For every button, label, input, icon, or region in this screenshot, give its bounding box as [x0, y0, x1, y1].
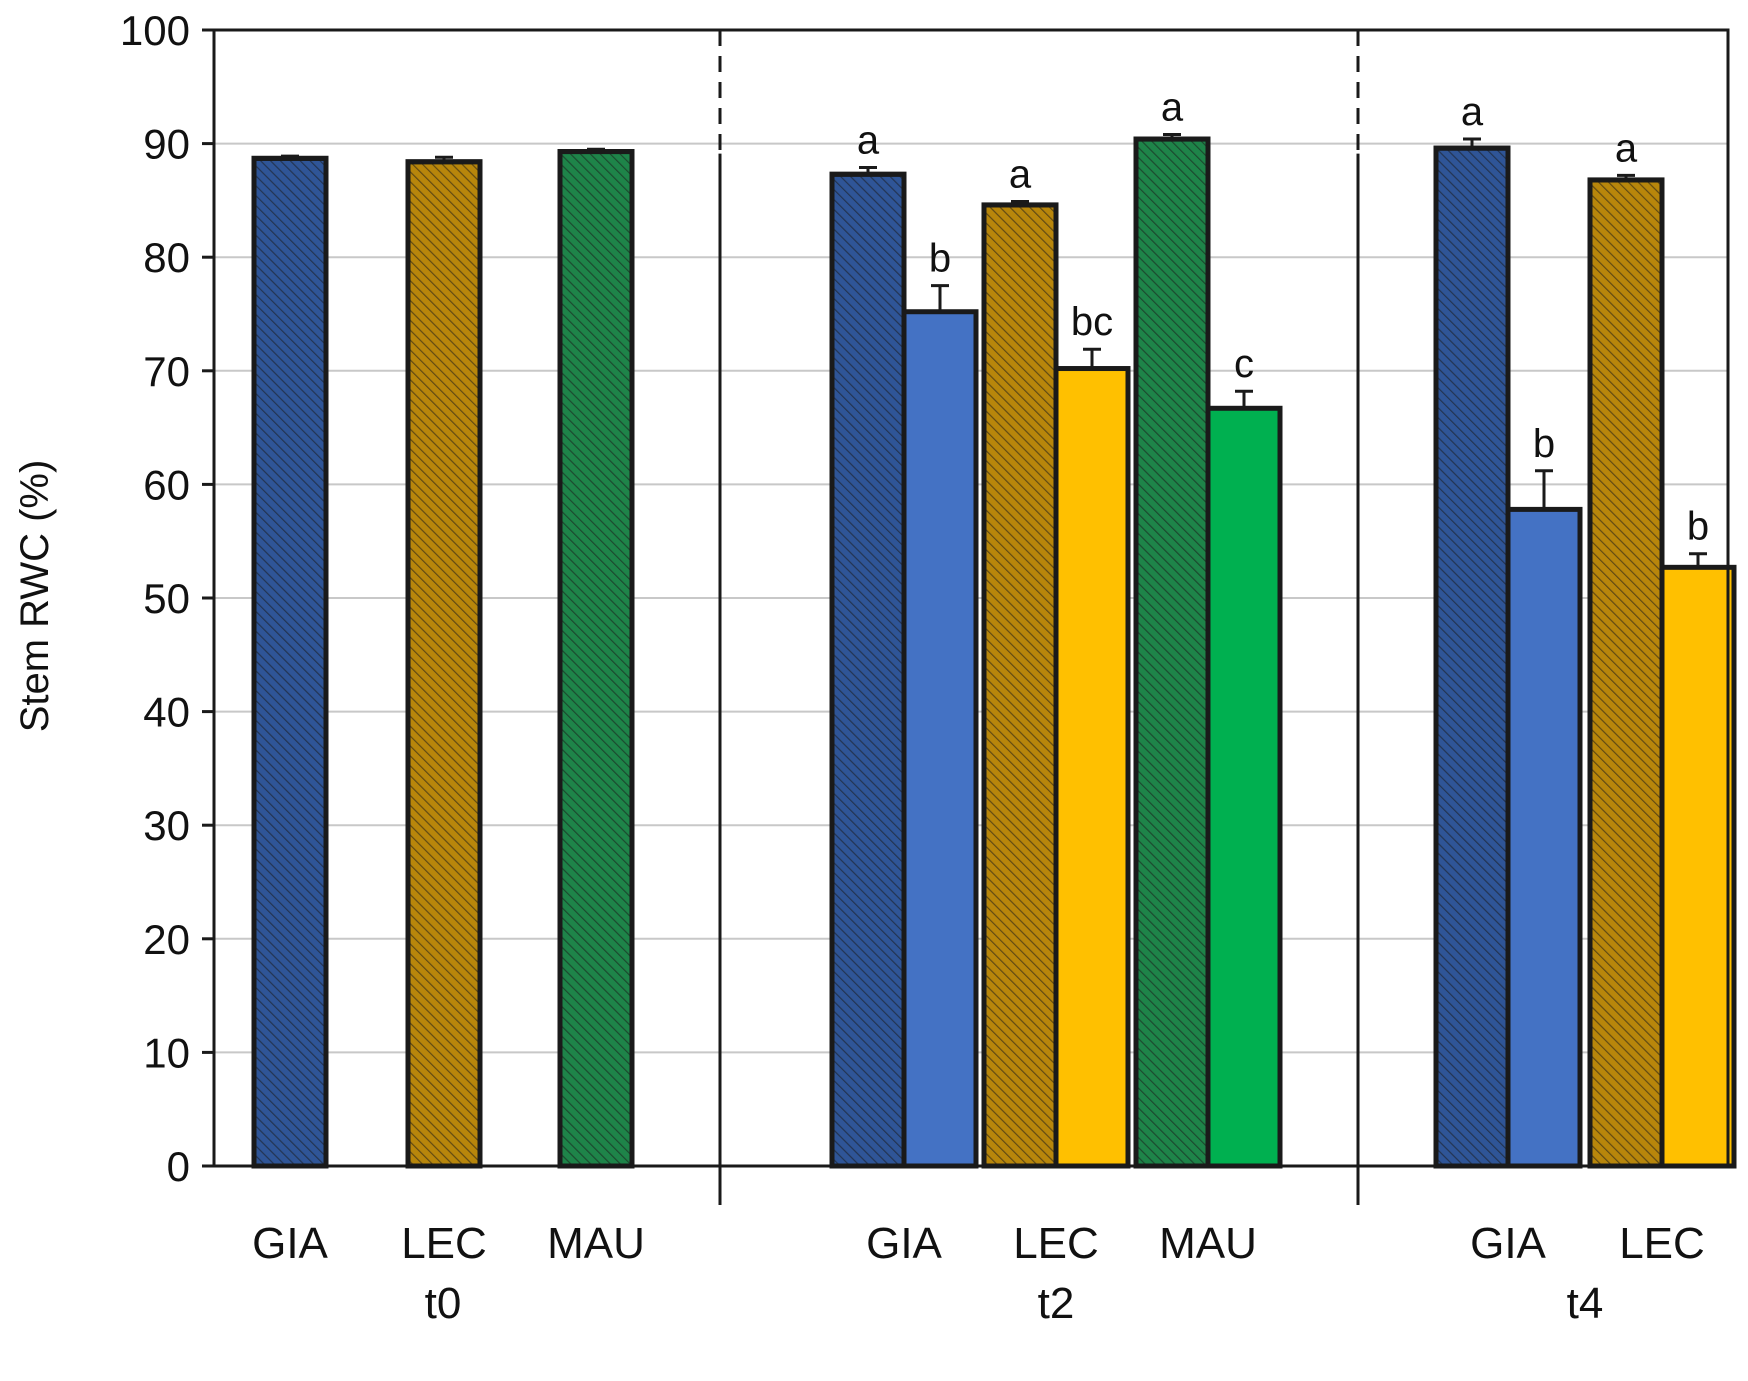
bar-t0-LEC-control-hatch: [405, 159, 483, 1169]
y-tick-label: 60: [143, 461, 190, 508]
cultivar-label-t0-GIA: GIA: [252, 1219, 328, 1268]
group-label-t0: t0: [425, 1279, 462, 1328]
plot-frame: [212, 28, 1730, 1168]
y-tick-label: 40: [143, 689, 190, 736]
cultivar-label-t2-LEC: LEC: [1013, 1219, 1099, 1268]
bar-t2-MAU-stress: [1205, 405, 1283, 1169]
significance-label: b: [929, 237, 951, 281]
y-tick-label: 0: [167, 1143, 190, 1190]
bar-t2-LEC-stress: [1053, 366, 1131, 1169]
bars: [251, 133, 1737, 1169]
y-tick-label: 20: [143, 916, 190, 963]
y-tick-label: 10: [143, 1029, 190, 1076]
significance-label: a: [1615, 126, 1638, 170]
group-label-t2: t2: [1038, 1279, 1075, 1328]
cultivar-label-t4-LEC: LEC: [1619, 1219, 1705, 1268]
y-tick-label: 80: [143, 234, 190, 281]
labels: 0 10 20 30 40 50 60 70 80 90 100 t0 GIA LEC MAU t2 a b GIA…: [120, 7, 1709, 1328]
significance-label: c: [1234, 342, 1254, 386]
y-tick-label: 30: [143, 802, 190, 849]
y-tick-label: 100: [120, 7, 190, 54]
significance-label: bc: [1071, 300, 1113, 344]
bar-t2-GIA-stress: [901, 309, 979, 1169]
y-axis-title: Stem RWC (%): [13, 460, 57, 733]
cultivar-label-t4-GIA: GIA: [1470, 1219, 1546, 1268]
bar-t4-LEC-stress: [1659, 564, 1737, 1169]
bar-t0-MAU-control-hatch: [557, 149, 635, 1169]
significance-label: a: [857, 118, 880, 162]
significance-label: a: [1009, 153, 1032, 197]
y-tick-label: 50: [143, 575, 190, 622]
bar-t2-MAU-control-hatch: [1133, 136, 1211, 1169]
significance-label: b: [1533, 422, 1555, 466]
bar-t0-GIA-control-hatch: [251, 155, 329, 1169]
y-tick-label: 90: [143, 121, 190, 168]
bar-t4-LEC-control-hatch: [1587, 177, 1665, 1169]
bar-t4-GIA-stress: [1505, 506, 1583, 1169]
significance-label: a: [1461, 90, 1484, 134]
group-label-t4: t4: [1567, 1279, 1604, 1328]
axes: [202, 28, 1730, 1205]
cultivar-label-t0-LEC: LEC: [401, 1219, 487, 1268]
significance-label: a: [1161, 86, 1184, 130]
cultivar-label-t0-MAU: MAU: [547, 1219, 645, 1268]
bar-t2-GIA-control-hatch: [829, 171, 907, 1169]
significance-label: b: [1687, 505, 1709, 549]
cultivar-label-t2-MAU: MAU: [1159, 1219, 1257, 1268]
cultivar-label-t2-GIA: GIA: [866, 1219, 942, 1268]
bar-t4-GIA-control-hatch: [1433, 145, 1511, 1169]
bar-t2-LEC-control-hatch: [981, 202, 1059, 1169]
y-tick-label: 70: [143, 348, 190, 395]
